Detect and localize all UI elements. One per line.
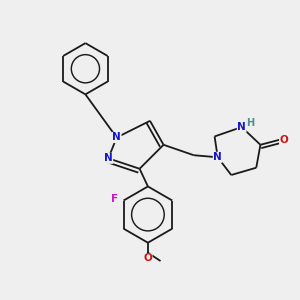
Text: N: N [112, 133, 121, 142]
Text: N: N [104, 153, 113, 163]
Text: O: O [143, 253, 152, 263]
Text: N: N [237, 122, 246, 132]
Text: N: N [213, 152, 222, 162]
Text: F: F [111, 194, 118, 204]
Text: H: H [246, 118, 255, 128]
Text: O: O [280, 135, 288, 145]
